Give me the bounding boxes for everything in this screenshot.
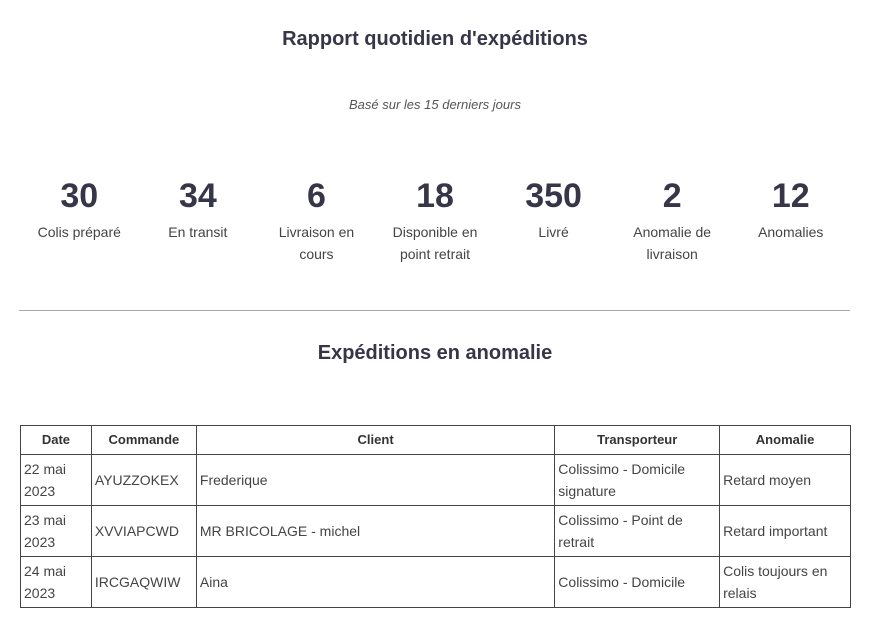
stat-label: Livré [538,224,569,240]
stats-row: 30 Colis préparé 34 En transit 6 Livraison … [20,175,850,265]
stat-value: 12 [771,177,810,215]
column-header-transporteur: Transporteur [554,425,721,455]
column-header-commande: Commande [90,425,197,455]
stat-colis-prepare: 30 Colis préparé [20,175,139,265]
stat-value: 18 [416,177,454,215]
section-title: Expéditions en anomalie [317,342,553,364]
stat-label: Anomalies [758,224,824,240]
cell-client: Frederique [195,454,556,506]
stat-label: Livraison en cours [278,224,355,262]
cell-anomalie: Retard moyen [719,454,851,506]
stat-en-transit: 34 En transit [139,175,258,265]
table-row: 24 mai 2023 IRCGAQWIW Aina Colissimo - D… [20,556,851,608]
stat-livre: 350 Livré [494,175,613,265]
cell-client: Aina [195,556,556,608]
stat-value: 350 [525,177,582,215]
stat-anomalie-livraison: 2 Anomalie de livraison [613,175,732,265]
stat-label: Colis préparé [37,224,121,240]
page-title: Rapport quotidien d'expéditions [282,28,588,50]
cell-anomalie: Colis toujours en relais [719,556,851,608]
column-header-anomalie: Anomalie [719,425,851,455]
stat-value: 2 [662,177,682,215]
column-header-date: Date [20,425,92,455]
cell-commande: IRCGAQWIW [90,556,197,608]
stat-point-retrait: 18 Disponible en point retrait [376,175,495,265]
stat-label: Anomalie de livraison [633,224,712,262]
cell-date: 24 mai 2023 [20,556,92,608]
table-row: 22 mai 2023 AYUZZOKEX Frederique Colissi… [20,454,851,506]
cell-anomalie: Retard important [719,505,851,557]
cell-transporteur: Colissimo - Domicile signature [554,454,721,506]
cell-commande: XVVIAPCWD [90,505,197,557]
divider [19,310,850,311]
column-header-client: Client [195,425,556,455]
cell-commande: AYUZZOKEX [90,454,197,506]
anomalies-table: Date Commande Client Transporteur Anomal… [20,425,851,608]
stat-anomalies: 12 Anomalies [731,175,850,265]
cell-date: 23 mai 2023 [20,505,92,557]
cell-transporteur: Colissimo - Domicile [554,556,721,608]
cell-transporteur: Colissimo - Point de retrait [554,505,721,557]
stat-value: 6 [306,177,326,215]
cell-date: 22 mai 2023 [20,454,92,506]
cell-client: MR BRICOLAGE - michel [195,505,556,557]
table-row: 23 mai 2023 XVVIAPCWD MR BRICOLAGE - mic… [20,505,851,557]
stat-label: En transit [168,224,228,240]
table-header-row: Date Commande Client Transporteur Anomal… [20,425,851,455]
page-subtitle: Basé sur les 15 derniers jours [349,97,521,112]
stat-livraison-en-cours: 6 Livraison en cours [257,175,376,265]
stat-value: 30 [60,177,99,215]
stat-label: Disponible en point retrait [392,224,478,262]
stat-value: 34 [178,177,217,215]
